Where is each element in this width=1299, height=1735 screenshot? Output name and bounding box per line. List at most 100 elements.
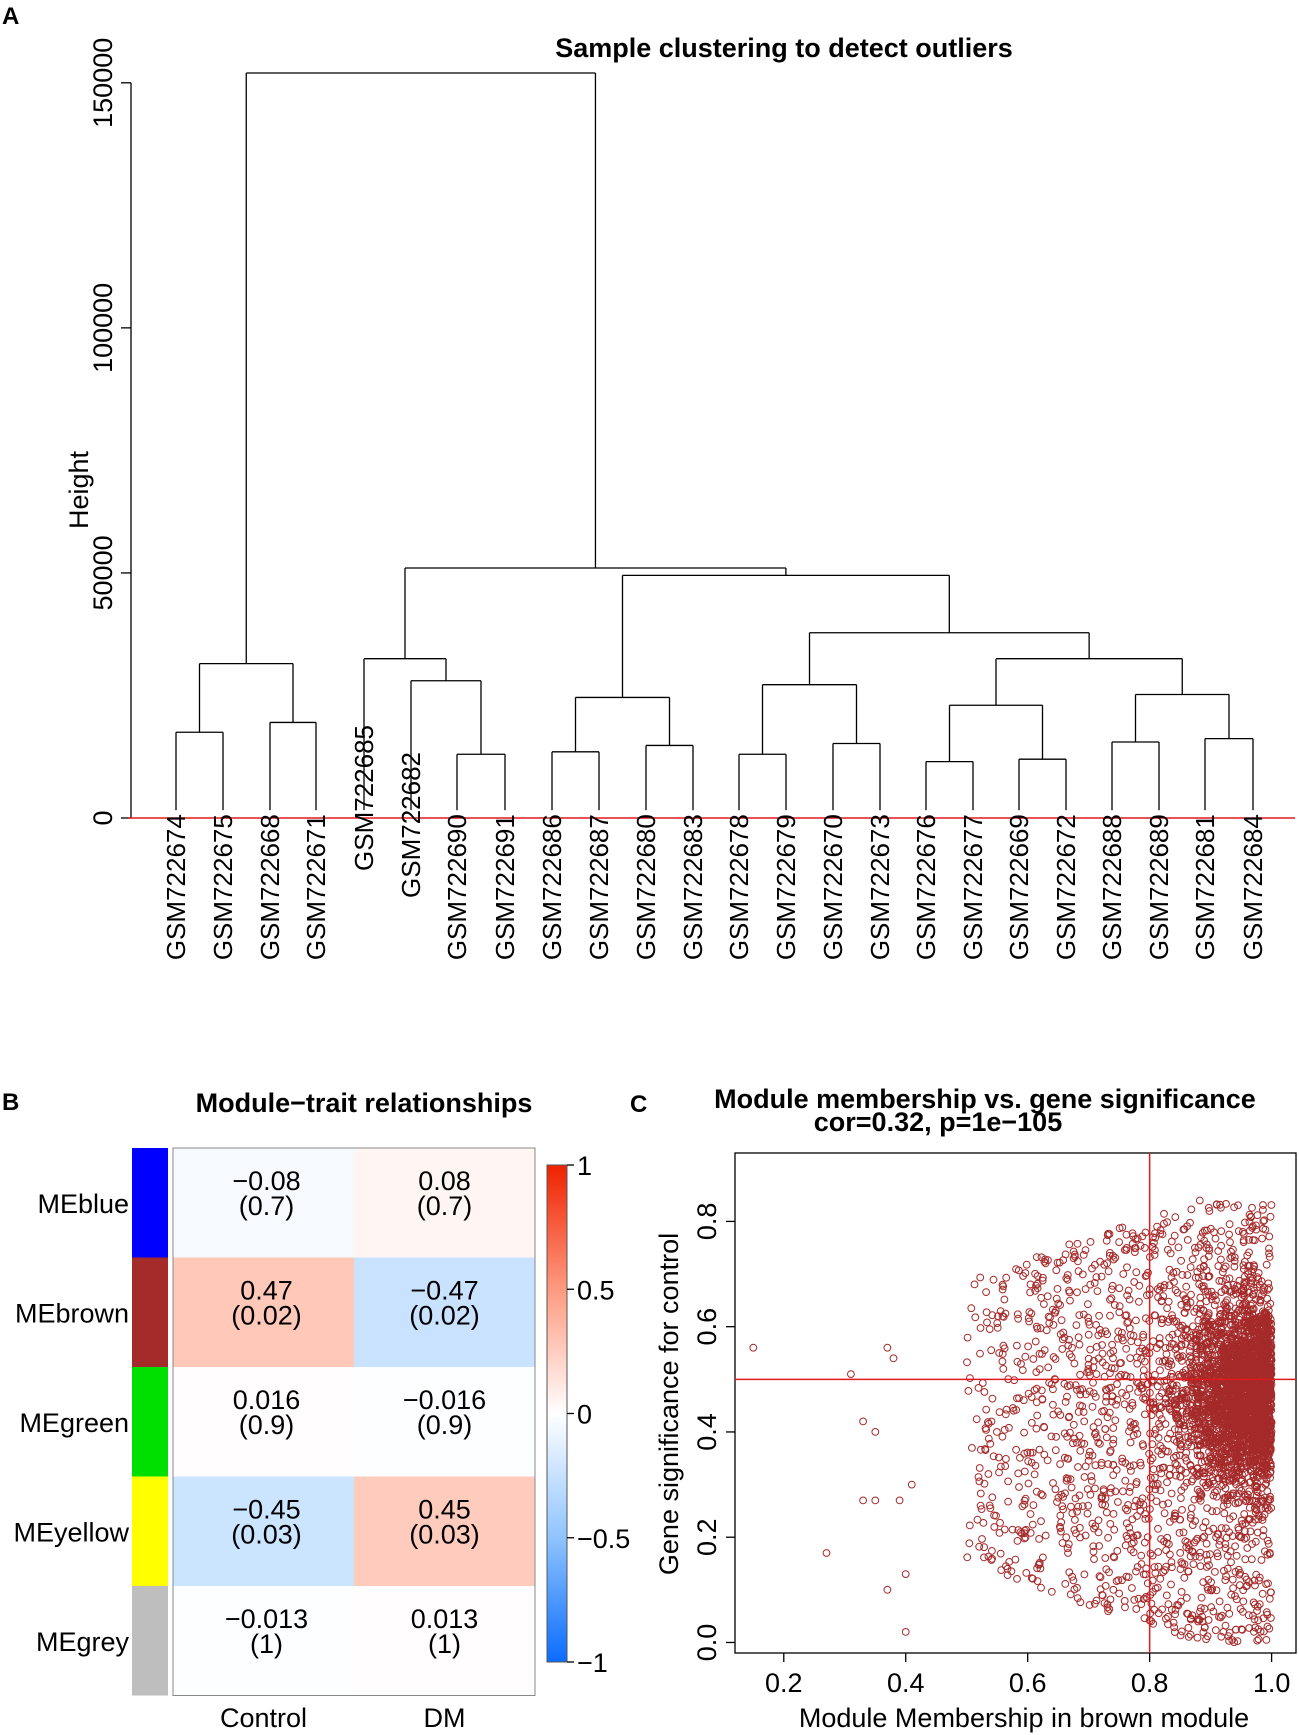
scatter-point bbox=[1024, 1479, 1033, 1488]
scatter-point bbox=[1053, 1285, 1062, 1293]
scatter-point bbox=[1193, 1485, 1202, 1494]
scatter-point bbox=[1235, 1456, 1244, 1464]
scatter-point bbox=[1003, 1571, 1012, 1579]
scatter-point bbox=[1019, 1272, 1027, 1280]
scatter-point bbox=[1266, 1431, 1274, 1440]
scatter-point bbox=[1124, 1573, 1133, 1581]
scatter-point bbox=[1052, 1266, 1061, 1275]
scatter-point bbox=[1158, 1444, 1167, 1453]
scatter-point bbox=[1195, 1309, 1204, 1318]
scatter-point bbox=[1171, 1509, 1179, 1518]
scatter-point bbox=[1087, 1477, 1096, 1485]
scatter-point bbox=[1109, 1251, 1117, 1260]
scatter-point bbox=[1140, 1614, 1149, 1623]
y-tick-label: 0.6 bbox=[692, 1308, 722, 1346]
scatter-point bbox=[1119, 1487, 1127, 1496]
scatter-point bbox=[1173, 1461, 1181, 1470]
scatter-point bbox=[1225, 1609, 1234, 1618]
scatter-point bbox=[1215, 1277, 1224, 1285]
scatter-point bbox=[1240, 1510, 1249, 1518]
scatter-point bbox=[1198, 1534, 1207, 1542]
scatter-point bbox=[1000, 1344, 1009, 1353]
scatter-point bbox=[1187, 1205, 1196, 1214]
scatter-point bbox=[1101, 1425, 1110, 1433]
scatter-point bbox=[1151, 1229, 1159, 1238]
scatter-point bbox=[1206, 1550, 1214, 1559]
scatter-point bbox=[1220, 1509, 1229, 1518]
x-tick-label: 0.6 bbox=[1009, 1668, 1047, 1698]
scatter-point bbox=[1022, 1569, 1031, 1577]
scatter-point bbox=[1226, 1547, 1235, 1556]
scatter-point bbox=[1144, 1268, 1152, 1277]
scatter-point bbox=[1199, 1628, 1208, 1637]
scatter-point bbox=[1108, 1340, 1116, 1349]
scatter-point bbox=[1064, 1540, 1073, 1548]
scatter-point bbox=[1239, 1392, 1247, 1401]
scatter-point bbox=[1226, 1238, 1234, 1247]
scatter-point bbox=[1204, 1458, 1213, 1467]
scatter-point bbox=[1188, 1465, 1196, 1474]
scatter-point bbox=[1207, 1342, 1215, 1351]
scatter-point bbox=[993, 1323, 1002, 1332]
scatter-point bbox=[1132, 1567, 1140, 1576]
scatter-point bbox=[1180, 1309, 1189, 1317]
scatter-point bbox=[1118, 1334, 1126, 1342]
scatter-point bbox=[1235, 1305, 1243, 1314]
scatter-point bbox=[1040, 1423, 1049, 1432]
scatter-point bbox=[1159, 1568, 1168, 1576]
scatter-point bbox=[1128, 1584, 1136, 1592]
scatter-point bbox=[1150, 1251, 1159, 1259]
scatter-point bbox=[1184, 1433, 1192, 1441]
scatter-point bbox=[1253, 1488, 1262, 1496]
scatter-subtitle: cor=0.32, p=1e−105 bbox=[814, 1107, 1062, 1137]
scatter-point bbox=[1097, 1494, 1106, 1503]
scatter-point bbox=[1259, 1627, 1268, 1636]
scatter-point bbox=[1206, 1424, 1215, 1433]
scatter-point bbox=[1105, 1230, 1114, 1238]
scatter-point bbox=[1232, 1340, 1241, 1349]
scatter-point bbox=[1118, 1576, 1126, 1585]
scatter-point bbox=[1239, 1597, 1248, 1606]
scatter-point bbox=[1067, 1502, 1075, 1511]
scatter-point bbox=[1146, 1456, 1155, 1465]
scatter-point bbox=[1256, 1432, 1265, 1441]
scatter-point bbox=[972, 1415, 981, 1424]
scatter-point bbox=[1136, 1458, 1145, 1467]
scatter-point bbox=[974, 1384, 983, 1392]
scatter-point bbox=[979, 1519, 988, 1527]
scatter-point bbox=[1255, 1312, 1264, 1321]
scatter-point bbox=[1203, 1504, 1211, 1512]
module-row-label: MEgrey bbox=[36, 1627, 130, 1657]
scatter-point bbox=[1191, 1552, 1200, 1561]
scatter-point bbox=[1226, 1396, 1235, 1405]
scatter-point bbox=[998, 1350, 1007, 1358]
scatter-point bbox=[1248, 1274, 1257, 1283]
scatter-point bbox=[1187, 1504, 1196, 1512]
heatmap-cell bbox=[354, 1148, 535, 1258]
scatter-point bbox=[1182, 1594, 1191, 1602]
scatter-point bbox=[1086, 1280, 1095, 1289]
scatter-point bbox=[1061, 1398, 1070, 1406]
scatter-point bbox=[1235, 1276, 1244, 1285]
scatter-point bbox=[1234, 1354, 1243, 1362]
scatter-point bbox=[1251, 1581, 1259, 1590]
scatter-point bbox=[1125, 1523, 1134, 1532]
scatter-point bbox=[1126, 1373, 1135, 1381]
scatter-point bbox=[1257, 1317, 1266, 1325]
cell-pvalue: (0.7) bbox=[239, 1191, 295, 1221]
scatter-point bbox=[973, 1515, 982, 1524]
scatter-point bbox=[1105, 1568, 1113, 1577]
scatter-point bbox=[1265, 1594, 1274, 1603]
scatter-point bbox=[1052, 1433, 1060, 1441]
scatter-point bbox=[1191, 1248, 1200, 1257]
scatter-point bbox=[1253, 1273, 1262, 1281]
scatter-point bbox=[1264, 1452, 1273, 1461]
scatter-point bbox=[1211, 1626, 1220, 1635]
scatter-point bbox=[1075, 1431, 1084, 1440]
scatter-point bbox=[1206, 1224, 1215, 1233]
scatter-point bbox=[1253, 1211, 1262, 1220]
scatter-title: Module membership vs. gene significance bbox=[714, 1084, 1256, 1114]
scatter-point bbox=[1063, 1544, 1072, 1553]
scatter-point bbox=[1117, 1370, 1125, 1379]
scatter-point bbox=[1062, 1533, 1071, 1542]
